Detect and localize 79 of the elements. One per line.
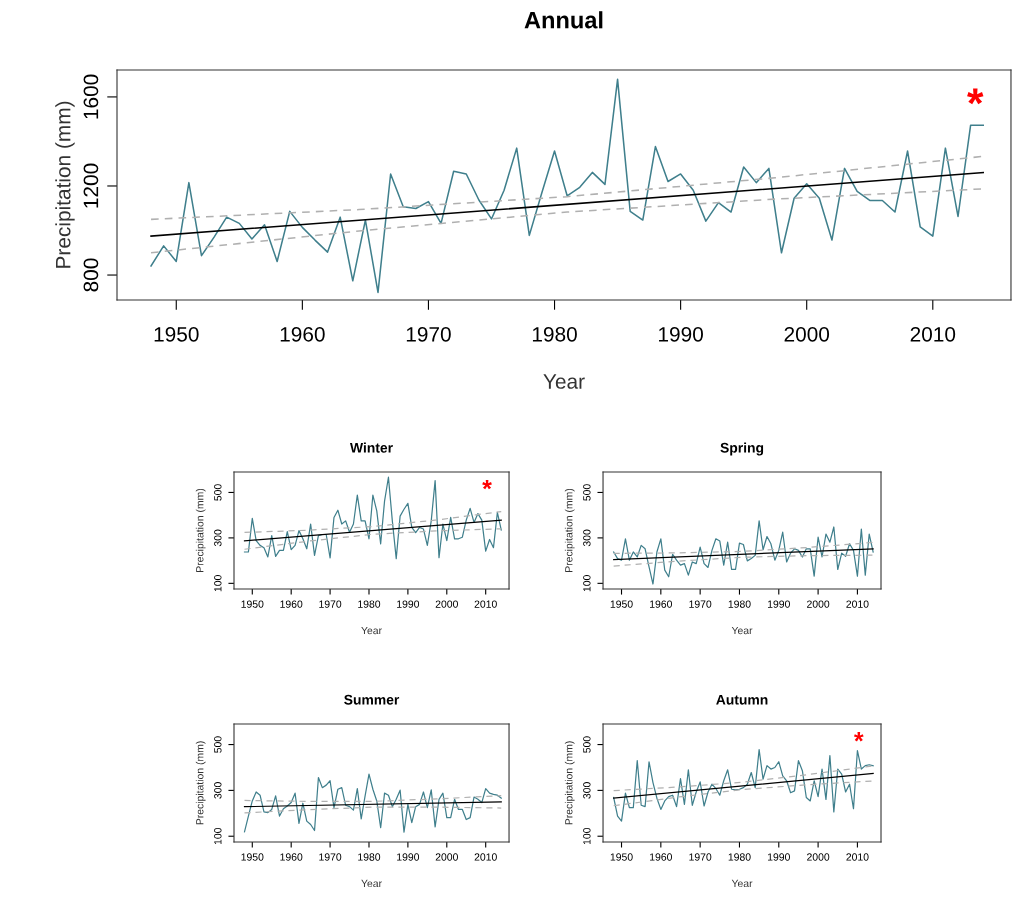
x-tick-label: 1990: [659, 326, 703, 342]
y-tick-label: 500: [583, 736, 591, 753]
x-axis-title: Year: [361, 626, 382, 635]
x-tick-label: 1970: [319, 853, 342, 861]
x-tick-label: 2000: [807, 600, 830, 608]
line-series: [150, 78, 984, 294]
x-tick-label: 2010: [474, 853, 497, 861]
x-tick-label: 1960: [280, 326, 325, 342]
y-tick-label: 800: [83, 258, 99, 292]
x-tick-label: 1960: [280, 600, 303, 608]
y-tick-label: 500: [214, 736, 222, 753]
x-tick-label: 1960: [280, 853, 303, 861]
x-tick-label: 1980: [358, 853, 381, 861]
annotation: *: [967, 88, 984, 105]
line-series: [613, 541, 874, 554]
x-axis-title: Year: [731, 879, 753, 888]
line-series: [613, 748, 874, 822]
x-tick-label: 1990: [397, 853, 420, 861]
x-tick-label: 1950: [610, 853, 633, 861]
x-tick-label: 2000: [435, 853, 458, 861]
x-axis-title: Year: [543, 374, 585, 389]
x-tick-label: 1970: [689, 853, 712, 861]
x-tick-label: 1980: [358, 600, 381, 608]
y-axis-title: Precipitation (mm): [55, 101, 75, 268]
x-tick-label: 1950: [241, 853, 264, 861]
x-tick-label: 1980: [532, 326, 577, 342]
line-series: [243, 528, 502, 550]
x-tick-label: 1990: [397, 600, 420, 608]
x-tick-label: 1990: [767, 853, 790, 861]
x-tick-label: 1990: [767, 600, 790, 608]
chart-title: Summer: [344, 694, 400, 705]
x-tick-label: 2010: [846, 600, 869, 608]
x-tick-label: 1970: [406, 326, 451, 342]
x-tick-label: 1970: [319, 600, 342, 608]
x-tick-label: 1950: [154, 326, 199, 342]
y-tick-label: 100: [214, 575, 222, 592]
y-tick-label: 500: [583, 484, 591, 501]
y-tick-label: 500: [214, 484, 222, 501]
y-tick-label: 1200: [83, 163, 99, 208]
x-tick-label: 2010: [474, 600, 497, 608]
x-axis-title: Year: [361, 879, 382, 888]
line-series: [243, 510, 502, 534]
y-tick-label: 100: [583, 827, 591, 845]
x-tick-label: 1950: [241, 600, 264, 608]
x-tick-label: 1960: [650, 600, 673, 608]
chart-title: Spring: [720, 442, 764, 456]
y-axis-title: Precipitation (mm): [195, 741, 206, 825]
x-tick-label: 1970: [689, 600, 712, 608]
line-series: [613, 554, 874, 567]
x-tick-label: 2000: [807, 853, 830, 861]
x-tick-label: 1980: [728, 600, 751, 608]
chart-title: Annual: [524, 11, 603, 29]
x-tick-label: 2010: [910, 326, 956, 342]
chart-title: Autumn: [716, 694, 768, 705]
y-tick-label: 300: [583, 782, 591, 799]
y-tick-label: 100: [214, 827, 222, 845]
x-tick-label: 2000: [784, 326, 830, 342]
line-series: [150, 188, 984, 254]
y-tick-label: 300: [583, 529, 591, 547]
x-tick-label: 2000: [435, 600, 458, 608]
x-tick-label: 1950: [610, 600, 633, 608]
line-series: [243, 476, 502, 560]
x-tick-label: 1960: [650, 853, 673, 861]
y-tick-label: 300: [214, 782, 222, 799]
annotation: *: [482, 479, 492, 490]
x-tick-label: 2010: [846, 853, 869, 861]
line-series: [150, 155, 984, 221]
line-series: [243, 773, 502, 833]
y-tick-label: 300: [214, 529, 222, 547]
x-tick-label: 1980: [728, 853, 751, 861]
y-axis-title: Precipitation (mm): [564, 741, 575, 825]
y-tick-label: 100: [583, 575, 591, 592]
y-axis-title: Precipitation (mm): [564, 488, 575, 572]
y-tick-label: 1600: [83, 74, 99, 119]
y-axis-title: Precipitation (mm): [195, 488, 206, 572]
annotation: *: [853, 732, 864, 742]
chart-title: Winter: [349, 442, 393, 453]
line-series: [613, 520, 874, 585]
x-axis-title: Year: [731, 626, 753, 635]
